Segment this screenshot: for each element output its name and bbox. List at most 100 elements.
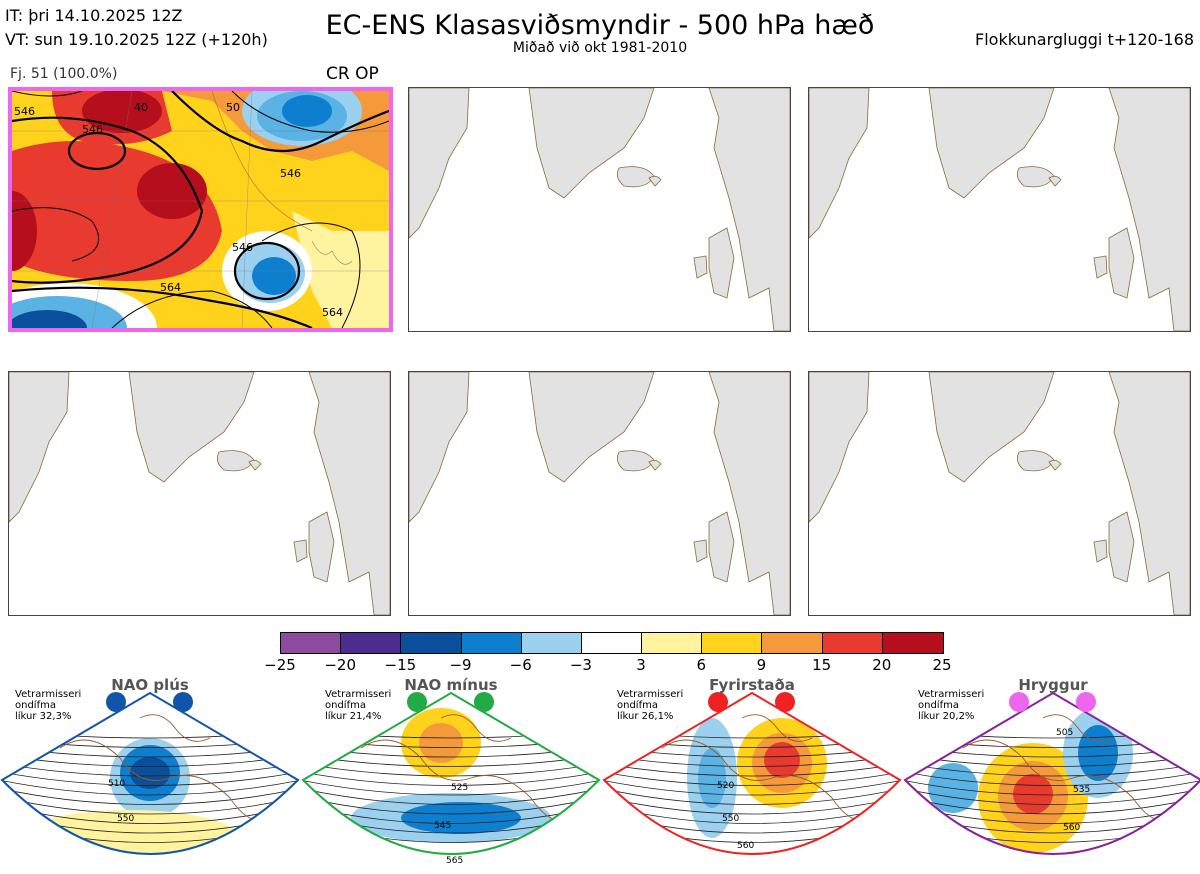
land-shape (708, 88, 790, 331)
page-subtitle: Miðað við okt 1981-2010 (512, 40, 688, 56)
regime-marker (173, 692, 193, 712)
land-shape (128, 372, 255, 483)
colorbar-label: 3 (636, 656, 646, 674)
clustering-window: Flokkunargluggi t+120-168 (975, 30, 1194, 49)
contour-label: 560 (1063, 823, 1080, 833)
colorbar-segment (821, 632, 883, 654)
land-shape (409, 372, 470, 523)
anomaly-blob (1078, 725, 1118, 781)
land-shape (528, 372, 655, 483)
land-shape (216, 450, 255, 472)
fan-border (0, 691, 300, 855)
land-shape (648, 460, 662, 471)
contour-label: 550 (117, 814, 134, 824)
regime-marker (708, 692, 728, 712)
cluster-map-2[interactable] (408, 87, 791, 332)
land-shape (616, 450, 655, 472)
regime-title: Fyrirstaða (709, 676, 795, 694)
cluster-map-5[interactable] (408, 371, 791, 616)
land-shape (308, 372, 390, 615)
regime-fan-map[interactable]: 505 535 560 (903, 688, 1200, 874)
height-contour (905, 767, 1200, 786)
colorbar-segment (701, 632, 763, 654)
coastline (1042, 714, 1114, 742)
land-shape (1108, 227, 1135, 299)
height-contour (303, 775, 599, 796)
height-contour (604, 783, 900, 805)
contour-label: 546 (232, 241, 253, 254)
land-outline-map (809, 88, 1190, 331)
regime-title: NAO mínus (404, 676, 498, 694)
init-time: IT: þri 14.10.2025 12Z (5, 6, 183, 25)
colorbar-segment (641, 632, 703, 654)
colorbar-label: −9 (449, 656, 472, 674)
land-shape (1093, 255, 1108, 279)
colorbar-label: 15 (812, 656, 832, 674)
colorbar-segment (881, 632, 944, 654)
land-shape (708, 372, 790, 615)
land-shape (9, 372, 70, 523)
contour-label: 535 (1073, 785, 1090, 795)
regime-note: Vetrarmisseri ondífma líkur 20,2% (918, 689, 985, 722)
colorbar-label: −25 (264, 656, 296, 674)
land-shape (616, 166, 655, 188)
land-shape (1016, 450, 1055, 472)
contour-label: 520 (717, 781, 734, 791)
colorbar-label: −6 (509, 656, 532, 674)
contour-label: 550 (722, 814, 739, 824)
land-shape (1048, 460, 1062, 471)
regime-fan-map[interactable]: 510 550 (0, 688, 300, 874)
height-contour (2, 783, 298, 805)
land-shape (809, 88, 870, 239)
land-shape (809, 372, 870, 523)
height-contour (2, 767, 298, 786)
land-shape (409, 88, 470, 239)
land-outline-map (409, 88, 790, 331)
colorbar-label: 20 (872, 656, 892, 674)
colorbar-label: 6 (696, 656, 707, 674)
contour-label: 525 (451, 783, 468, 793)
contour-label: 546 (82, 123, 103, 136)
land-outline-map (809, 372, 1190, 615)
land-shape (1093, 539, 1108, 563)
colorbar-segment (460, 632, 522, 654)
land-shape (928, 88, 1055, 199)
coastline (440, 714, 512, 742)
height-contour (604, 775, 900, 796)
fan-border (903, 691, 1200, 855)
cluster-map-4[interactable] (8, 371, 391, 616)
fan-border (301, 691, 601, 855)
colorbar-label: 9 (756, 656, 767, 674)
colorbar-segment (580, 632, 643, 654)
regime-fan-map[interactable]: 525 545 565 (301, 688, 601, 874)
anomaly-blob (698, 748, 726, 808)
contour-label: 510 (108, 779, 125, 789)
coastline (741, 714, 813, 742)
cluster-tag: CR OP (326, 64, 379, 84)
contour-label: 546 (280, 167, 301, 180)
regime-fan-map[interactable]: 520 550 560 (602, 688, 902, 874)
contour-label: 564 (160, 281, 181, 294)
cluster-map-1[interactable]: 546 546 546 564 546 564 40 50 (8, 87, 393, 332)
colorbar-segment (761, 632, 823, 654)
regime-marker (407, 692, 427, 712)
cluster-map-3[interactable] (808, 87, 1191, 332)
coastline (661, 739, 873, 821)
colorbar-label: −15 (384, 656, 417, 674)
land-shape (1108, 372, 1190, 615)
cluster-map-6[interactable] (808, 371, 1191, 616)
regime-marker (775, 692, 795, 712)
regime-marker (106, 692, 126, 712)
colorbar-segment (340, 632, 402, 654)
colorbar-label: −20 (324, 656, 356, 674)
coastline (139, 714, 211, 742)
height-contour (604, 767, 900, 786)
land-shape (693, 255, 708, 279)
land-shape (928, 372, 1055, 483)
height-contour (2, 775, 298, 796)
regime-marker (474, 692, 494, 712)
page-title: EC-ENS Klasasviðsmyndir - 500 hPa hæð (325, 10, 875, 41)
contour-label: 546 (14, 105, 35, 118)
contour-label: 560 (737, 841, 754, 851)
coastline (962, 739, 1174, 821)
